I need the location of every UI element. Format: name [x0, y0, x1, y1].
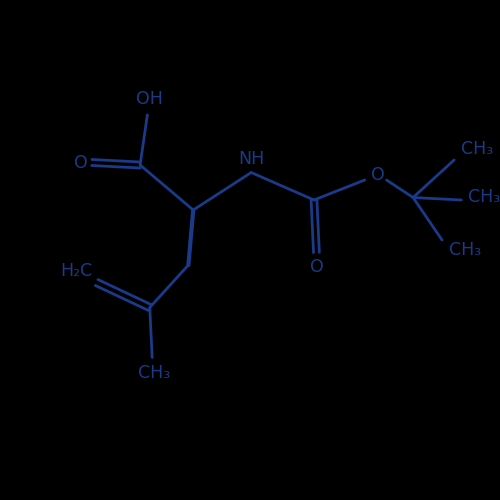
- Text: O: O: [371, 166, 384, 184]
- Text: O: O: [310, 258, 324, 276]
- Text: OH: OH: [136, 90, 163, 108]
- Text: CH₃: CH₃: [448, 241, 481, 259]
- Text: NH: NH: [238, 150, 265, 168]
- Text: CH₃: CH₃: [460, 140, 493, 158]
- Text: CH₃: CH₃: [468, 188, 500, 206]
- Text: H₂C: H₂C: [60, 262, 92, 280]
- Text: CH₃: CH₃: [138, 364, 170, 382]
- Text: O: O: [74, 154, 88, 172]
